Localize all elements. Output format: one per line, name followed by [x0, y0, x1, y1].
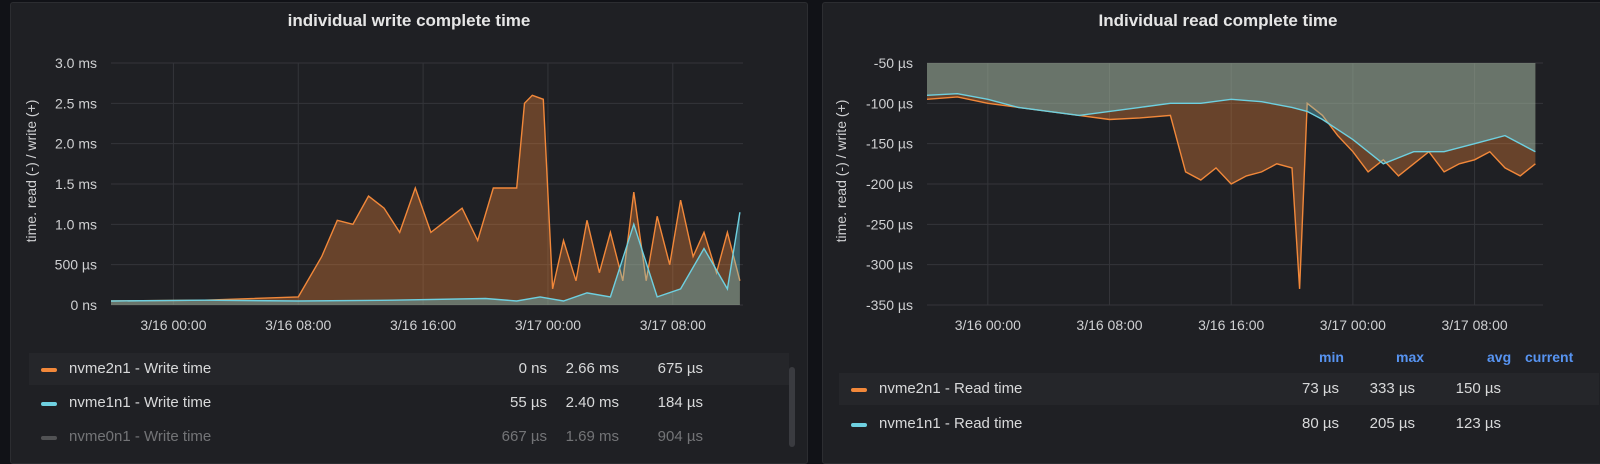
y-tick-label: -250 µs: [866, 216, 913, 232]
series-name: nvme2n1 - Read time: [879, 380, 1023, 397]
write-time-panel: individual write complete time time. rea…: [10, 2, 808, 464]
series-area: [111, 95, 740, 305]
series-max: 205 µs: [1369, 415, 1415, 432]
read-time-panel: Individual read complete time time. read…: [822, 2, 1600, 464]
panel-title[interactable]: individual write complete time: [287, 11, 531, 30]
series-avg: 184 µs: [657, 394, 703, 411]
y-tick-label: -300 µs: [866, 257, 913, 273]
y-tick-label: -200 µs: [866, 176, 913, 192]
series-avg: 123 µs: [1455, 415, 1501, 432]
legend-header-max[interactable]: max: [1396, 349, 1425, 365]
series-color-swatch: [851, 388, 867, 392]
x-tick-label: 3/16 16:00: [390, 317, 456, 333]
x-tick-label: 3/16 16:00: [1198, 317, 1264, 333]
x-tick-label: 3/17 08:00: [640, 317, 706, 333]
series-color-swatch: [851, 423, 867, 427]
legend-item[interactable]: nvme1n1 - Read time 80 µs 205 µs 123 µs: [839, 408, 1599, 440]
legend-item[interactable]: nvme2n1 - Write time 0 ns 2.66 ms 675 µs: [29, 353, 789, 385]
y-tick-label: 0 ns: [71, 297, 97, 313]
series-max: 2.66 ms: [565, 360, 619, 377]
series-name: nvme1n1 - Read time: [879, 415, 1023, 432]
y-tick-label: 2.5 ms: [55, 95, 97, 111]
x-tick-label: 3/16 00:00: [955, 317, 1021, 333]
series-min: 0 ns: [518, 360, 547, 377]
legend-item[interactable]: nvme1n1 - Write time 55 µs 2.40 ms 184 µ…: [29, 387, 789, 419]
series-avg: 904 µs: [657, 428, 703, 445]
x-tick-label: 3/17 00:00: [1320, 317, 1386, 333]
y-tick-label: 2.0 ms: [55, 136, 97, 152]
y-tick-label: -350 µs: [866, 297, 913, 313]
x-tick-label: 3/16 08:00: [1076, 317, 1142, 333]
series-min: 73 µs: [1302, 380, 1339, 397]
legend-scrollbar[interactable]: [789, 367, 795, 447]
write-time-chart[interactable]: 0 ns 500 µs 1.0 ms 1.5 ms 2.0 ms 2.5 ms 3.0 ms…: [11, 3, 807, 343]
series-color-swatch: [41, 436, 57, 440]
series-max: 2.40 ms: [565, 394, 619, 411]
x-tick-label: 3/17 00:00: [515, 317, 581, 333]
series-color-swatch: [41, 368, 57, 372]
y-tick-label: -50 µs: [874, 55, 913, 71]
legend-item[interactable]: nvme2n1 - Read time 73 µs 333 µs 150 µs: [839, 373, 1599, 405]
legend-header-avg[interactable]: avg: [1487, 349, 1512, 365]
series-max: 333 µs: [1369, 380, 1415, 397]
y-tick-label: 500 µs: [55, 257, 97, 273]
series-min: 55 µs: [510, 394, 547, 411]
y-tick-label: -150 µs: [866, 136, 913, 152]
x-tick-label: 3/16 08:00: [265, 317, 331, 333]
panel-title[interactable]: Individual read complete time: [1098, 11, 1338, 30]
series-name: nvme2n1 - Write time: [69, 360, 212, 377]
legend-header-min[interactable]: min: [1319, 349, 1344, 365]
series-area: [927, 63, 1536, 289]
x-tick-label: 3/17 08:00: [1441, 317, 1507, 333]
series-min: 667 µs: [501, 428, 547, 445]
read-time-chart[interactable]: -50 µs -100 µs -150 µs -200 µs -250 µs -300 µ…: [823, 3, 1600, 343]
series-avg: 675 µs: [657, 360, 703, 377]
y-tick-label: 1.0 ms: [55, 216, 97, 232]
series-line: [110, 212, 741, 302]
y-tick-label: 1.5 ms: [55, 176, 97, 192]
series-area: [927, 63, 1536, 164]
series-line: [110, 94, 741, 302]
x-tick-label: 3/16 00:00: [140, 317, 206, 333]
legend-item[interactable]: nvme0n1 - Write time 667 µs 1.69 ms 904 …: [29, 421, 789, 453]
y-tick-label: 3.0 ms: [55, 55, 97, 71]
legend-header-current[interactable]: current: [1525, 349, 1574, 365]
series-line: [926, 92, 1536, 165]
series-name: nvme1n1 - Write time: [69, 394, 212, 411]
series-name: nvme0n1 - Write time: [69, 428, 212, 445]
series-area: [111, 212, 740, 305]
y-tick-label: -100 µs: [866, 95, 913, 111]
series-max: 1.69 ms: [565, 428, 619, 445]
series-min: 80 µs: [1302, 415, 1339, 432]
series-color-swatch: [41, 402, 57, 406]
series-avg: 150 µs: [1455, 380, 1501, 397]
series-line: [926, 96, 1536, 289]
